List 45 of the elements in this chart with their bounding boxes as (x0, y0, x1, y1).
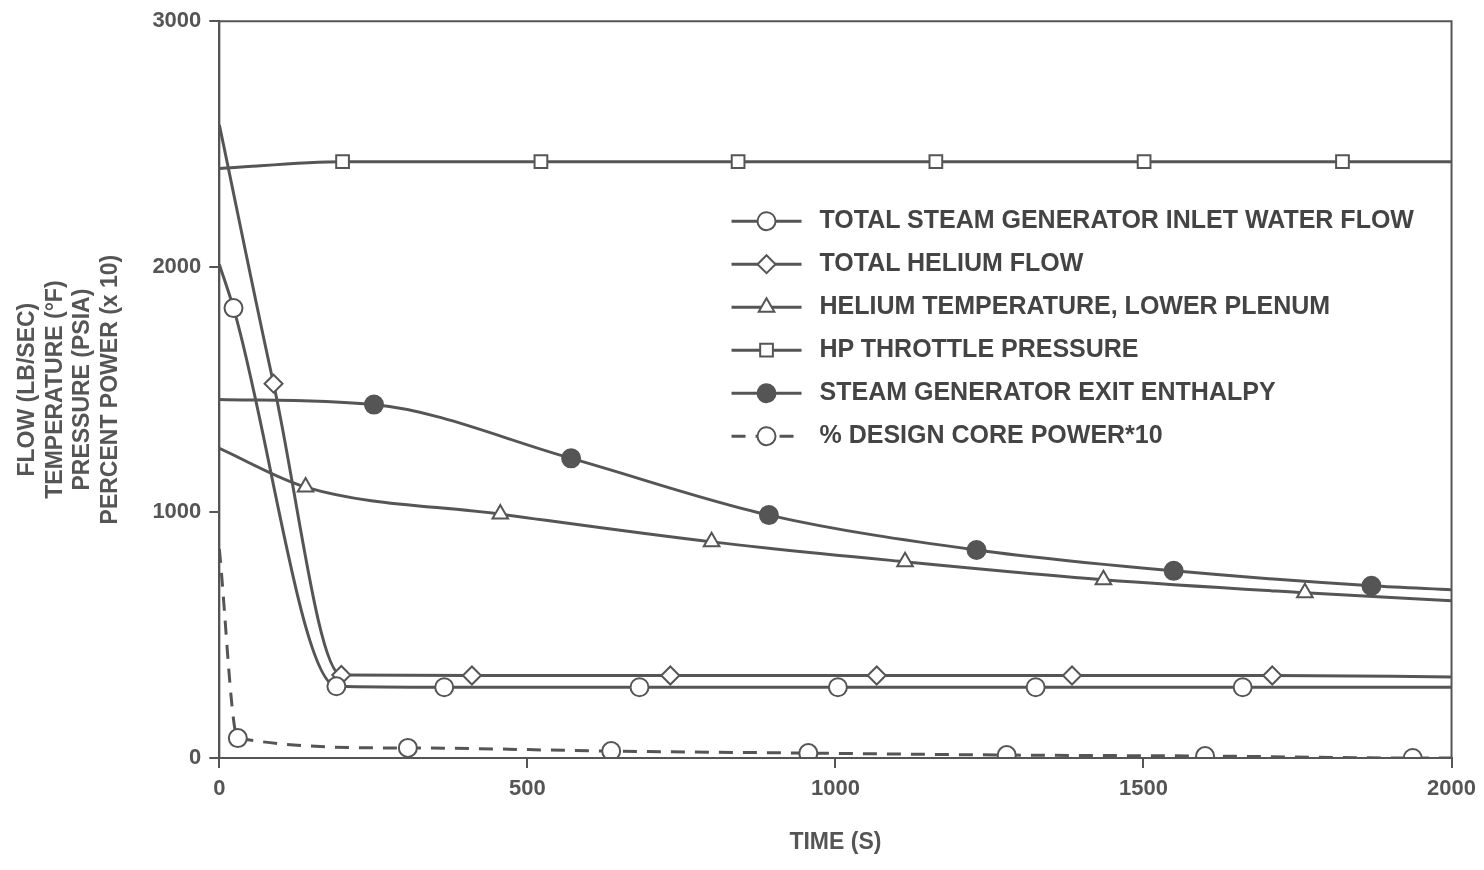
x-tick-label: 1500 (1119, 775, 1168, 801)
point (1136, 154, 1152, 170)
point (434, 677, 455, 698)
point (758, 505, 779, 526)
legend-label: STEAM GENERATOR EXIT ENTHALPY (819, 377, 1276, 406)
y-tick-label: 0 (189, 744, 202, 770)
y-tick-label: 2000 (152, 252, 202, 278)
x-tick-label: 2000 (1427, 775, 1477, 801)
y-tick-label: 3000 (152, 7, 202, 33)
point (363, 394, 384, 415)
point (660, 665, 681, 686)
point (1335, 154, 1350, 170)
x-tick-label: 1000 (810, 775, 860, 801)
x-axis-title: TIME (S) (789, 827, 882, 854)
point (1232, 677, 1253, 698)
point (223, 298, 244, 319)
legend-label: HELIUM TEMPERATURE, LOWER PLENUM (819, 291, 1331, 320)
y-axis-title: FLOW (LB/SEC) TEMPERATURE (°F) PRESSURE (PSIA) PERCENT POWER (x 10) (13, 254, 122, 525)
legend-label: % DESIGN CORE POWER*10 (819, 420, 1163, 449)
point (966, 539, 987, 560)
point (730, 154, 746, 170)
y-tick-label: 1000 (152, 498, 202, 524)
point (561, 448, 582, 469)
point (1163, 560, 1184, 581)
point (1361, 575, 1382, 596)
point (335, 154, 350, 170)
point (461, 665, 482, 686)
legend-label: HP THROTTLE PRESSURE (819, 334, 1139, 363)
point (928, 154, 944, 170)
point (1062, 665, 1083, 686)
point (227, 728, 248, 749)
point (601, 741, 622, 758)
legend-label: TOTAL HELIUM FLOW (819, 248, 1084, 277)
point (629, 677, 650, 698)
point (827, 677, 848, 698)
x-tick-label: 500 (509, 775, 546, 801)
point (866, 665, 887, 686)
legend-label: TOTAL STEAM GENERATOR INLET WATER FLOW (819, 205, 1415, 234)
point (263, 373, 284, 394)
point (1025, 677, 1046, 698)
point (1262, 665, 1283, 686)
point (533, 154, 549, 170)
point (326, 676, 347, 697)
x-tick-label: 0 (213, 775, 226, 801)
point (397, 737, 418, 758)
